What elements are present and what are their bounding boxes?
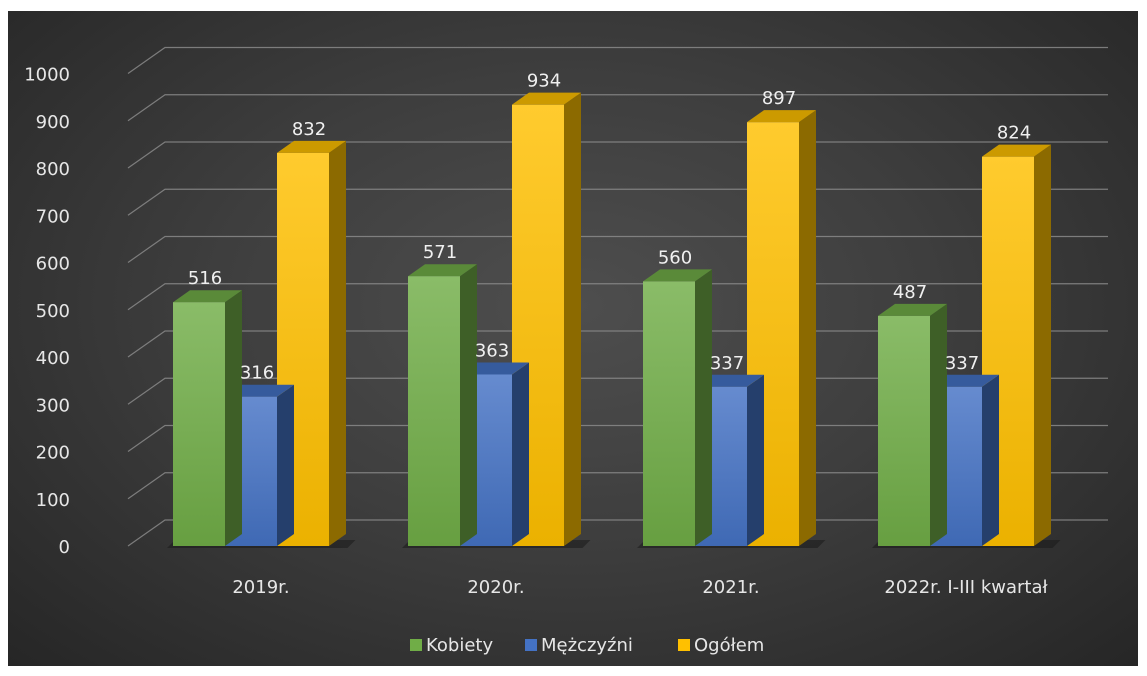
x-tick-label: 2022r. I-III kwartał — [884, 577, 1048, 598]
x-tick-label: 2021r. — [702, 577, 759, 598]
data-label: 363 — [475, 340, 509, 361]
legend-label: Mężczyźni — [541, 635, 633, 656]
data-label: 337 — [945, 353, 979, 374]
data-label: 832 — [292, 119, 326, 140]
y-tick-label: 500 — [36, 301, 70, 322]
gridline — [127, 141, 1108, 169]
data-labels: 832 316 516 934 363 571 897 337 560 824 337 487 — [188, 71, 1031, 384]
y-tick-label: 400 — [36, 348, 70, 369]
legend-item-mężczyźni: Mężczyźni — [525, 635, 633, 656]
y-tick-label: 200 — [36, 443, 70, 464]
gridline — [127, 283, 1108, 311]
bar-chart: 0 100 200 300 400 500 600 700 800 900 1000 832 316 5… — [24, 46, 1108, 656]
bars — [167, 92, 1061, 548]
x-tick-label: 2019r. — [232, 577, 289, 598]
x-tick-label: 2020r. — [467, 577, 524, 598]
data-label: 316 — [240, 363, 274, 384]
legend-label: Ogółem — [694, 635, 764, 656]
gridline — [127, 235, 1108, 263]
gridlines — [127, 46, 1108, 547]
data-label: 516 — [188, 268, 222, 289]
legend-swatch — [410, 639, 422, 651]
legend-item-kobiety: Kobiety — [410, 635, 493, 656]
y-tick-label: 0 — [59, 537, 70, 558]
data-label: 824 — [997, 123, 1031, 144]
bar-kobiety — [173, 290, 242, 546]
gridline — [127, 94, 1108, 122]
bar-kobiety — [408, 264, 477, 546]
bar-ogółem — [512, 92, 581, 546]
chart-frame: 0 100 200 300 400 500 600 700 800 900 1000 832 316 5… — [8, 11, 1138, 666]
y-tick-label: 100 — [36, 490, 70, 511]
y-tick-label: 600 — [36, 254, 70, 275]
legend: Kobiety Mężczyźni Ogółem — [410, 635, 764, 656]
data-label: 897 — [762, 88, 796, 109]
y-tick-label: 1000 — [24, 65, 70, 86]
y-tick-label: 300 — [36, 395, 70, 416]
data-label: 337 — [710, 353, 744, 374]
gridline — [127, 188, 1108, 216]
y-tick-label: 900 — [36, 112, 70, 133]
legend-swatch — [525, 639, 537, 651]
bar-kobiety — [878, 303, 947, 546]
legend-swatch — [678, 639, 690, 651]
x-axis: 2019r. 2020r. 2021r. 2022r. I-III kwartał — [232, 577, 1048, 598]
data-label: 571 — [423, 242, 457, 263]
gridline — [127, 46, 1108, 74]
data-label: 487 — [893, 282, 927, 303]
y-tick-label: 700 — [36, 206, 70, 227]
bar-kobiety — [643, 269, 712, 546]
data-label: 934 — [527, 71, 561, 92]
legend-item-ogółem: Ogółem — [678, 635, 764, 656]
data-label: 560 — [658, 247, 692, 268]
y-axis: 0 100 200 300 400 500 600 700 800 900 1000 — [24, 65, 70, 559]
legend-label: Kobiety — [426, 635, 493, 656]
y-tick-label: 800 — [36, 159, 70, 180]
